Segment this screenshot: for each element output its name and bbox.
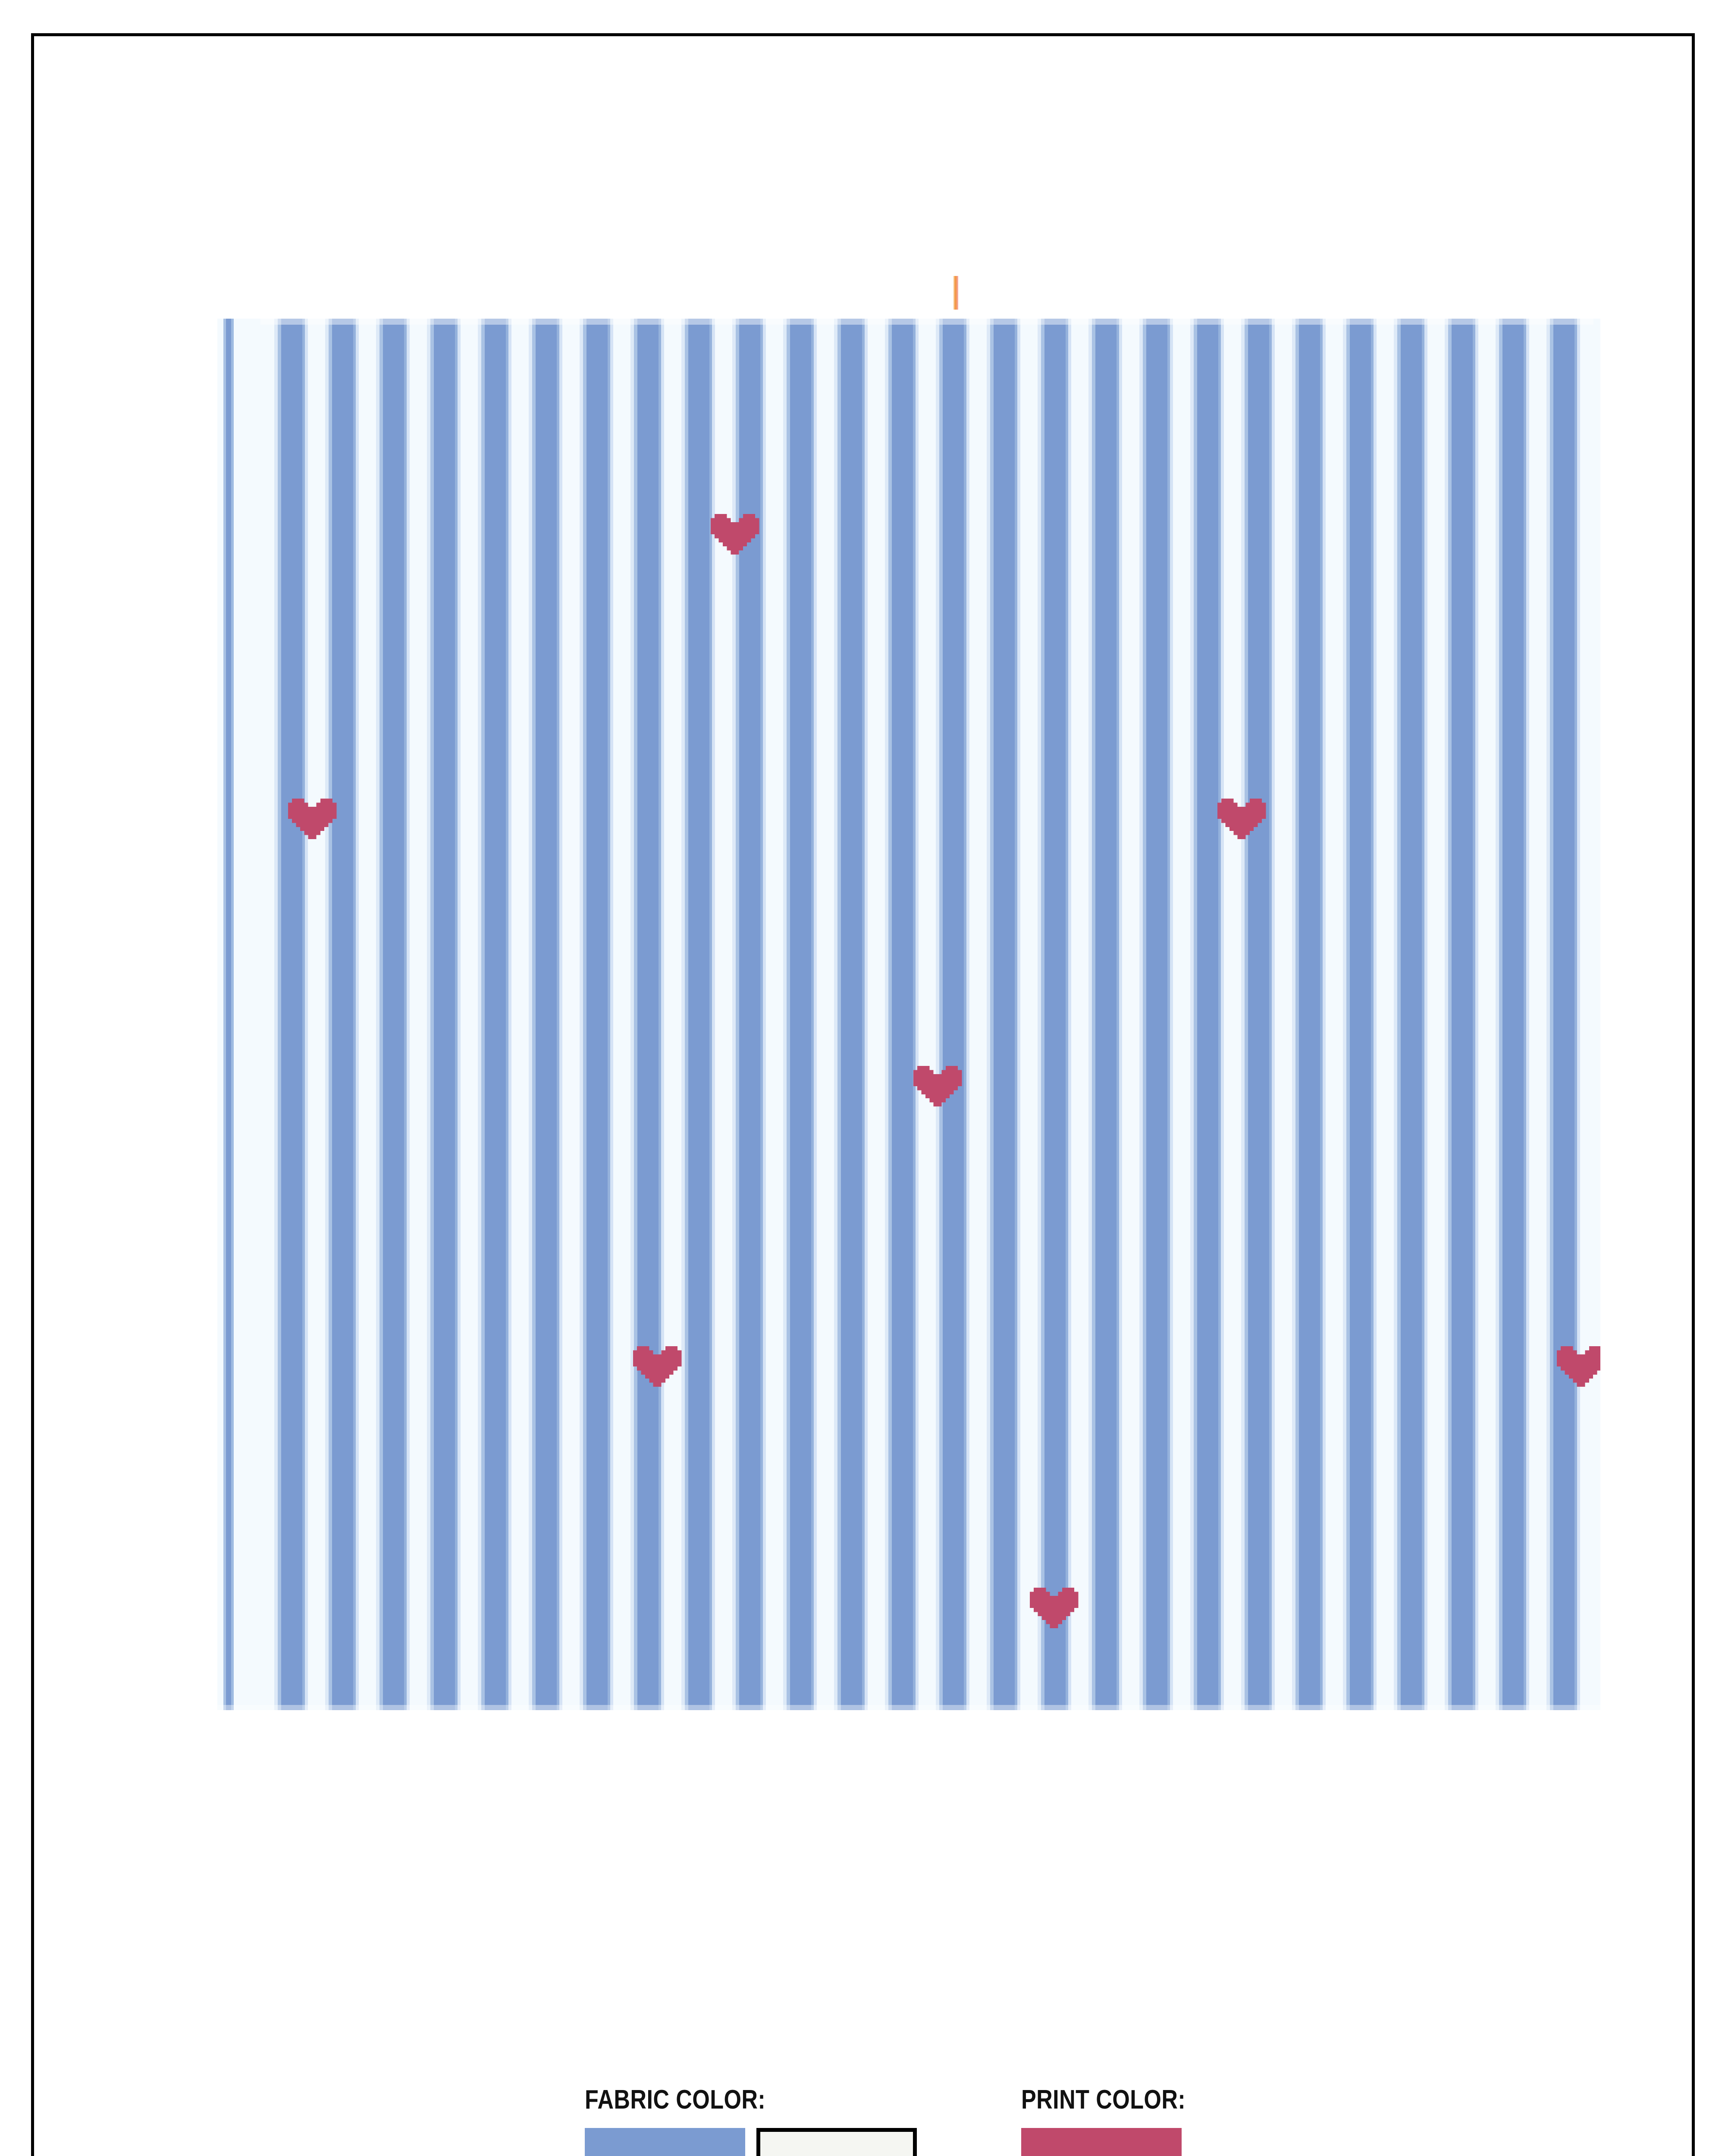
print-swatch-row: 17-1831 TCX	[1021, 2128, 1182, 2156]
print-swatch-panel	[217, 319, 1600, 1710]
title-descender-mark	[953, 276, 958, 310]
fabric-swatch-row: 16-4020 TCX 11-0601 TCX	[585, 2128, 917, 2156]
page-border-frame: FABRIC PRINT CONCEPT - STRIPE & HEART MO…	[31, 33, 1695, 2156]
print-color-heading: PRINT COLOR:	[1021, 2085, 1186, 2115]
heart-motif	[1022, 1576, 1086, 1640]
legend-group-fabric: FABRIC COLOR: 16-4020 TCX 11-0601 TCX	[585, 2085, 917, 2156]
fabric-swatch-cream[interactable]	[756, 2128, 917, 2156]
legend-group-print: PRINT COLOR: 17-1831 TCX	[1021, 2085, 1217, 2156]
fabric-swatch-blue[interactable]	[585, 2128, 745, 2156]
heart-motif	[280, 787, 345, 851]
fabric-swatch-blue-col: 16-4020 TCX	[585, 2128, 745, 2156]
heart-motif	[625, 1334, 690, 1399]
document-title-strip: FABRIC PRINT CONCEPT - STRIPE & HEART MO…	[224, 276, 1043, 287]
heart-motif	[905, 1054, 970, 1119]
print-swatch-berry-col: 17-1831 TCX	[1021, 2128, 1182, 2156]
heart-motif	[1549, 1334, 1600, 1399]
fabric-color-heading: FABRIC COLOR:	[585, 2085, 766, 2115]
legend-chip-gap	[745, 2128, 756, 2156]
print-swatch-berry[interactable]	[1021, 2128, 1182, 2156]
swatch-left-gutter	[217, 319, 260, 1710]
color-legend: FABRIC COLOR: 16-4020 TCX 11-0601 TCX PR…	[585, 2087, 1249, 2156]
heart-motif	[703, 502, 767, 567]
fabric-swatch-cream-col: 11-0601 TCX	[756, 2128, 917, 2156]
swatch-lead-stripe	[223, 319, 234, 1710]
swatch-right-gutter	[1593, 319, 1600, 1710]
heart-motif	[1209, 787, 1274, 851]
